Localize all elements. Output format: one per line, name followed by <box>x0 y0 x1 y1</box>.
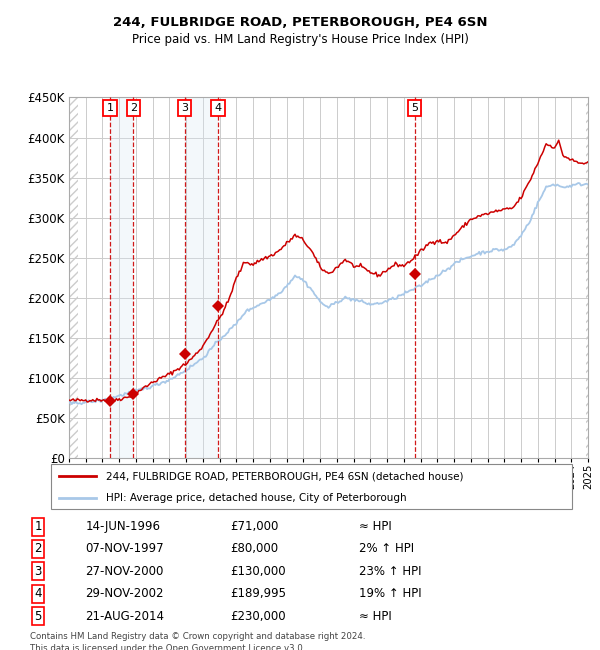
Text: £130,000: £130,000 <box>230 565 286 578</box>
Text: 244, FULBRIDGE ROAD, PETERBOROUGH, PE4 6SN: 244, FULBRIDGE ROAD, PETERBOROUGH, PE4 6… <box>113 16 487 29</box>
Text: 1: 1 <box>107 103 113 113</box>
Text: 2: 2 <box>130 103 137 113</box>
Text: 5: 5 <box>34 610 41 623</box>
Bar <box>185 98 218 458</box>
Text: HPI: Average price, detached house, City of Peterborough: HPI: Average price, detached house, City… <box>106 493 407 502</box>
Text: 5: 5 <box>411 103 418 113</box>
Text: 4: 4 <box>34 587 42 600</box>
Text: Contains HM Land Registry data © Crown copyright and database right 2024.
This d: Contains HM Land Registry data © Crown c… <box>30 632 365 650</box>
Text: £71,000: £71,000 <box>230 520 279 533</box>
Text: 14-JUN-1996: 14-JUN-1996 <box>85 520 160 533</box>
Text: £80,000: £80,000 <box>230 543 278 556</box>
Text: 21-AUG-2014: 21-AUG-2014 <box>85 610 164 623</box>
Text: 244, FULBRIDGE ROAD, PETERBOROUGH, PE4 6SN (detached house): 244, FULBRIDGE ROAD, PETERBOROUGH, PE4 6… <box>106 471 464 481</box>
Text: £230,000: £230,000 <box>230 610 286 623</box>
Text: £189,995: £189,995 <box>230 587 286 600</box>
Text: 19% ↑ HPI: 19% ↑ HPI <box>359 587 421 600</box>
Text: ≈ HPI: ≈ HPI <box>359 520 392 533</box>
Text: 27-NOV-2000: 27-NOV-2000 <box>85 565 164 578</box>
Text: 4: 4 <box>215 103 222 113</box>
Text: 07-NOV-1997: 07-NOV-1997 <box>85 543 164 556</box>
Text: ≈ HPI: ≈ HPI <box>359 610 392 623</box>
Text: 3: 3 <box>34 565 41 578</box>
Text: 29-NOV-2002: 29-NOV-2002 <box>85 587 164 600</box>
FancyBboxPatch shape <box>50 464 572 510</box>
Text: 3: 3 <box>181 103 188 113</box>
Text: 1: 1 <box>34 520 42 533</box>
Bar <box>110 98 133 458</box>
Bar <box>69 98 78 458</box>
Bar <box>586 98 588 458</box>
Text: 2: 2 <box>34 543 42 556</box>
Text: 2% ↑ HPI: 2% ↑ HPI <box>359 543 414 556</box>
Text: 23% ↑ HPI: 23% ↑ HPI <box>359 565 421 578</box>
Text: Price paid vs. HM Land Registry's House Price Index (HPI): Price paid vs. HM Land Registry's House … <box>131 32 469 46</box>
